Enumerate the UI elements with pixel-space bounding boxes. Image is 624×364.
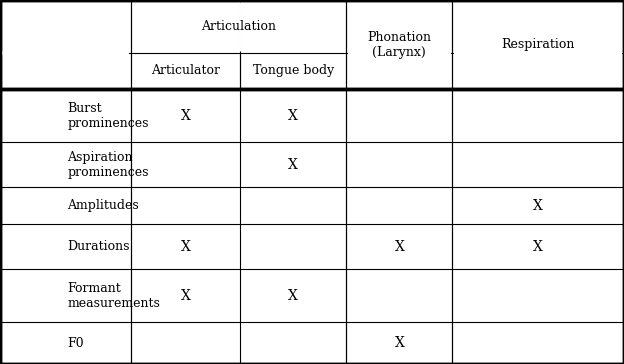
Text: Tongue body: Tongue body (253, 64, 334, 78)
Text: Formant
measurements: Formant measurements (67, 282, 160, 310)
Text: Articulator: Articulator (151, 64, 220, 78)
Text: X: X (181, 289, 190, 303)
Text: X: X (534, 199, 543, 213)
Text: Respiration: Respiration (502, 38, 575, 51)
Text: X: X (288, 289, 298, 303)
Text: Durations: Durations (67, 240, 130, 253)
Text: X: X (394, 336, 404, 350)
Text: X: X (288, 108, 298, 123)
Text: X: X (288, 158, 298, 172)
Text: Amplitudes: Amplitudes (67, 199, 139, 212)
Text: F0: F0 (67, 337, 84, 349)
Text: Articulation: Articulation (201, 20, 276, 33)
Text: X: X (181, 108, 190, 123)
Text: X: X (394, 240, 404, 254)
Text: Phonation
(Larynx): Phonation (Larynx) (368, 31, 431, 59)
Text: Burst
prominences: Burst prominences (67, 102, 149, 130)
Text: X: X (181, 240, 190, 254)
Text: X: X (534, 240, 543, 254)
Text: Aspiration
prominences: Aspiration prominences (67, 151, 149, 179)
